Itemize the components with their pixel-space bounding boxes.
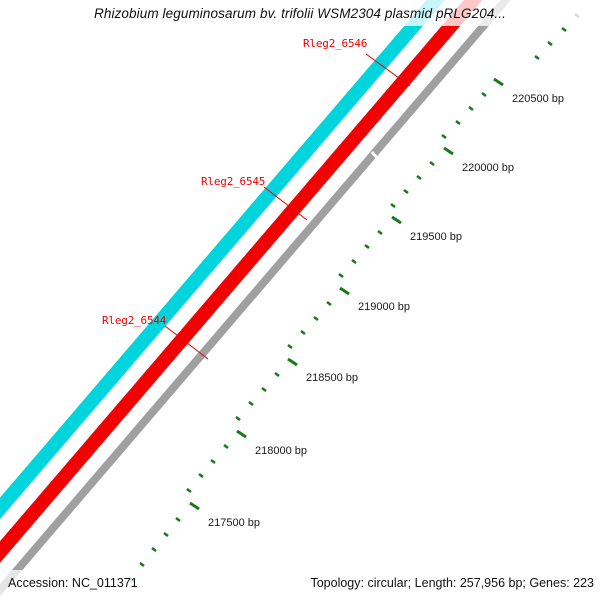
gene-label-rleg2-6546[interactable]: Rleg2_6546: [303, 37, 368, 50]
gene-boundary-notches-reverse: [184, 138, 409, 398]
leader-line-6546: [365, 53, 411, 87]
gene-leader-lines: [164, 53, 411, 360]
gene-label-rleg2-6544[interactable]: Rleg2_6544: [102, 314, 167, 327]
ruler-label-219500: 219500 bp: [410, 231, 462, 243]
gene-label-rleg2-6545[interactable]: Rleg2_6545: [201, 175, 266, 188]
ruler-label-220000: 220000 bp: [462, 162, 514, 174]
forward-strand-track[interactable]: [0, 0, 500, 600]
ruler-label-218500: 218500 bp: [306, 372, 358, 384]
leader-line-6544: [164, 325, 209, 360]
ruler-label-220500: 220500 bp: [512, 93, 564, 105]
leader-line-6545: [263, 186, 308, 221]
ruler-label-218000: 218000 bp: [255, 445, 307, 457]
ruler-label-217500: 217500 bp: [208, 517, 260, 529]
backbone-track: [0, 0, 511, 597]
ruler-label-219000: 219000 bp: [358, 301, 410, 313]
reverse-strand-track[interactable]: [0, 0, 522, 600]
gene-boundary-notches-forward: [176, 151, 388, 445]
